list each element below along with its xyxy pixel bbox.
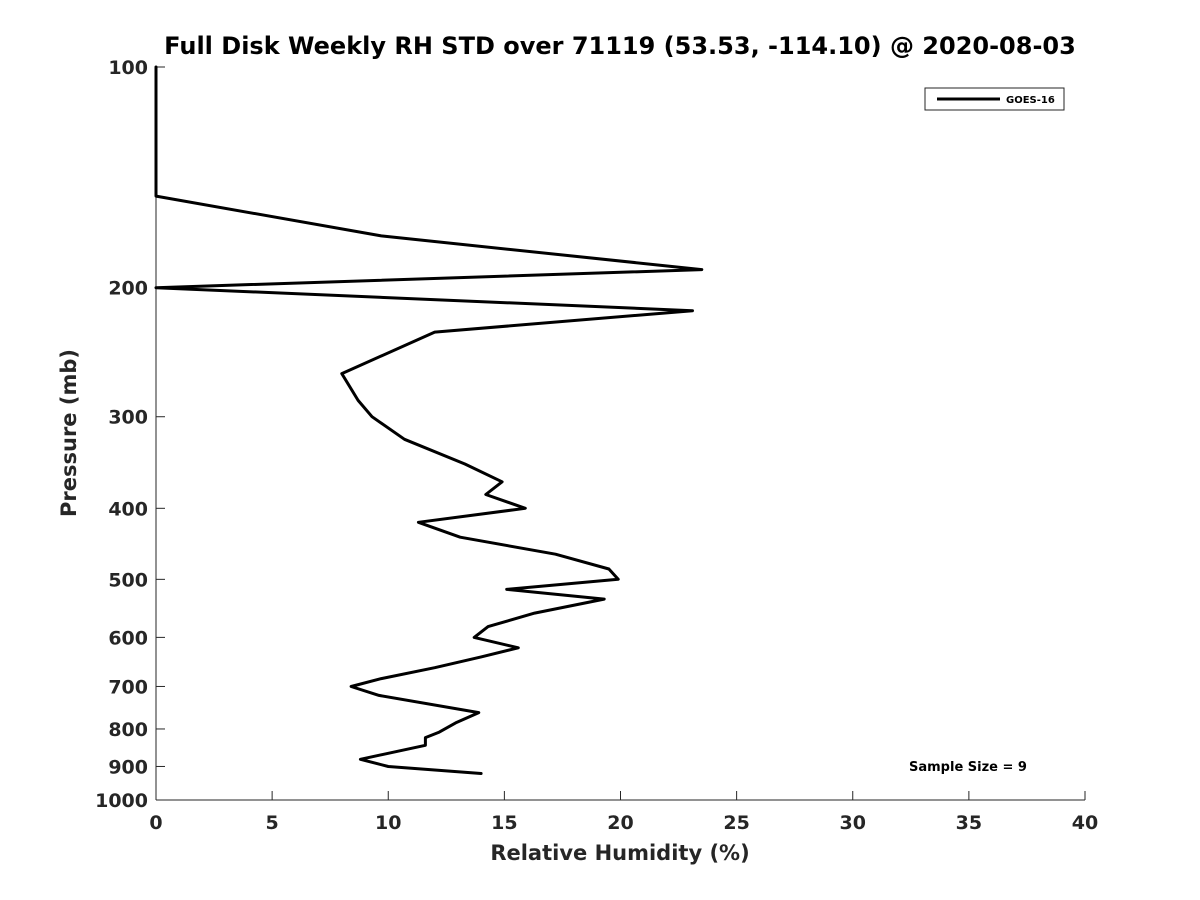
y-tick-label-1000: 1000 xyxy=(95,790,148,812)
x-tick-label-20: 20 xyxy=(607,812,633,834)
y-tick-label-100: 100 xyxy=(108,57,148,79)
x-tick-label-40: 40 xyxy=(1072,812,1098,834)
x-tick-label-25: 25 xyxy=(723,812,749,834)
y-axis: 100 200 300 400 500 600 700 800 900 1000 xyxy=(95,57,165,812)
series-layer xyxy=(154,65,704,775)
x-tick-label-30: 30 xyxy=(840,812,866,834)
plot-area xyxy=(156,67,1085,800)
y-tick-label-300: 300 xyxy=(108,407,148,429)
sample-size-annotation: Sample Size = 9 xyxy=(909,760,1027,775)
y-tick-label-700: 700 xyxy=(108,676,148,698)
x-tick-label-5: 5 xyxy=(266,812,279,834)
y-tick-label-600: 600 xyxy=(108,627,148,649)
legend-label-goes-16: GOES-16 xyxy=(1006,95,1055,106)
y-tick-label-500: 500 xyxy=(108,569,148,591)
x-tick-label-15: 15 xyxy=(491,812,517,834)
x-tick-label-0: 0 xyxy=(149,812,162,834)
legend: GOES-16 xyxy=(924,87,1065,111)
chart-title: Full Disk Weekly RH STD over 71119 (53.5… xyxy=(164,32,1076,60)
x-axis-label: Relative Humidity (%) xyxy=(490,841,749,865)
x-tick-label-10: 10 xyxy=(375,812,401,834)
y-tick-label-200: 200 xyxy=(108,278,148,300)
x-tick-label-35: 35 xyxy=(956,812,982,834)
y-axis-label: Pressure (mb) xyxy=(57,349,81,517)
y-tick-label-900: 900 xyxy=(108,756,148,778)
y-tick-label-800: 800 xyxy=(108,719,148,741)
y-tick-label-400: 400 xyxy=(108,498,148,520)
series-line-goes-16 xyxy=(154,65,704,775)
x-axis: 0 5 10 15 20 25 30 35 40 xyxy=(149,791,1098,834)
